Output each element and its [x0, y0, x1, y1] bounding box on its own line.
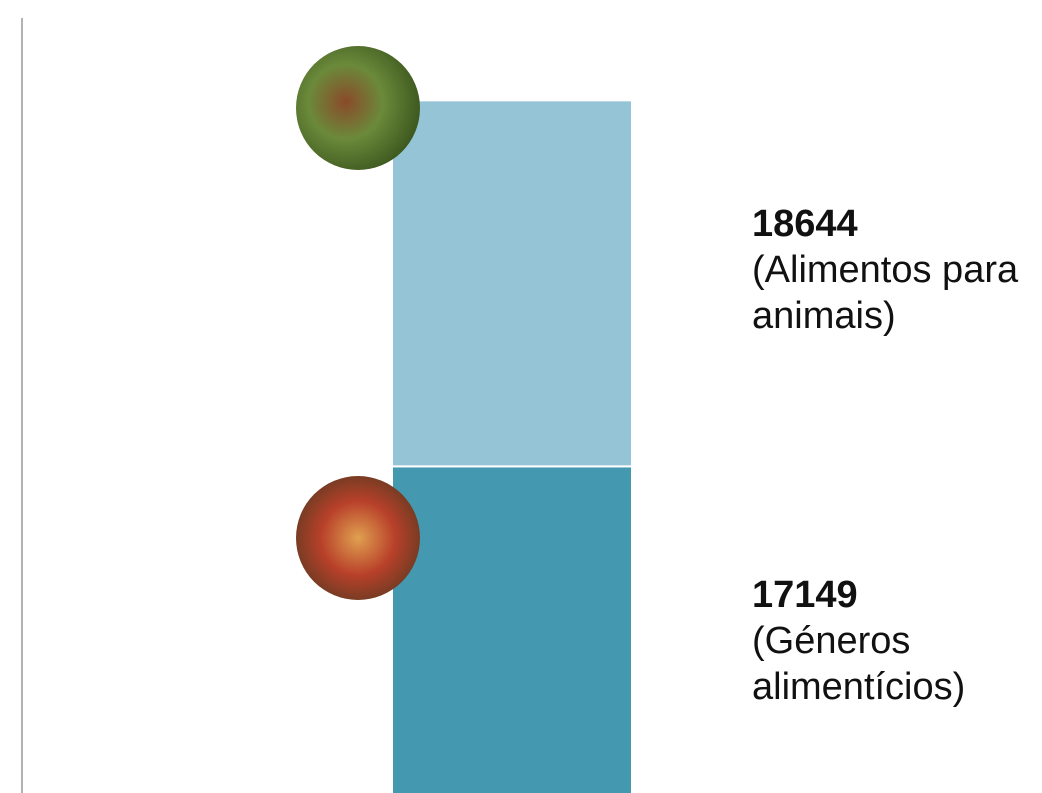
bar-group	[392, 100, 632, 793]
bar-segment	[392, 100, 632, 466]
series-name: (Géneros alimentícios)	[752, 620, 965, 708]
series-name: (Alimentos para animais)	[752, 249, 1018, 337]
page: 17149(Géneros alimentícios) 18644(Aliment…	[0, 0, 1042, 793]
data-label: 17149(Géneros alimentícios)	[752, 572, 1027, 710]
bar-segment	[392, 466, 632, 793]
data-label: 18644(Alimentos para animais)	[752, 201, 1027, 339]
value-label: 17149	[752, 572, 1027, 618]
photo-animals	[296, 46, 420, 170]
value-label: 18644	[752, 201, 1027, 247]
photo-food	[296, 476, 420, 600]
